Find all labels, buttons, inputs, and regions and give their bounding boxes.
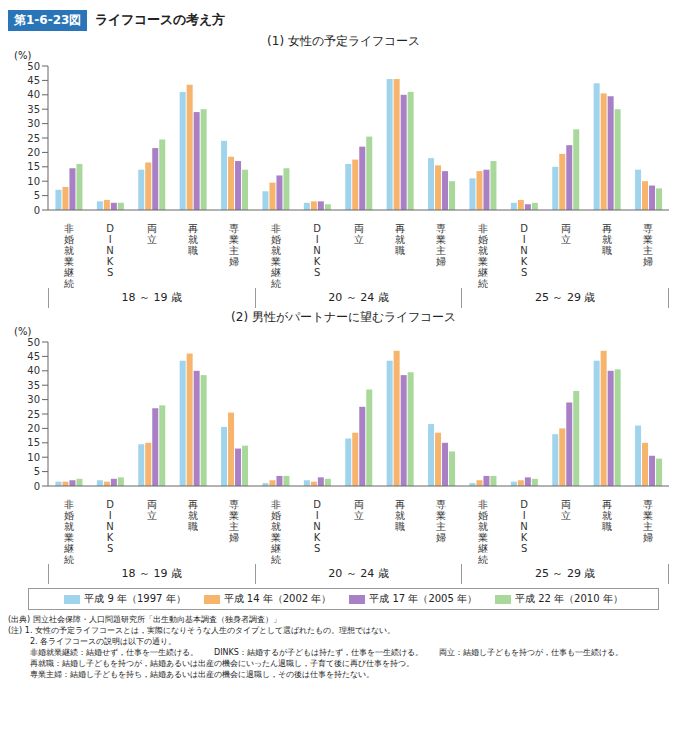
html-text:専業主婦：結婚し子どもを持ち，結婚あるいは出産の機会に退職し: 専業主婦：結婚し子どもを持ち，結婚あるいは出産の機会に退職し，その後は仕事を持た… (30, 670, 374, 679)
svg-text:50: 50 (27, 337, 40, 348)
svg-text:専業主婦: 専業主婦 (436, 223, 446, 267)
svg-text:35: 35 (27, 104, 40, 115)
html-text:平成 14 年（2002 年）: 平成 14 年（2002 年） (223, 593, 332, 604)
svg-text:専業主婦: 専業主婦 (229, 223, 239, 267)
svg-text:再就職: 再就職 (602, 499, 612, 532)
svg-text:45: 45 (27, 75, 40, 86)
html-text:20 ～ 24 歳: 20 ～ 24 歳 (328, 291, 389, 304)
svg-text:40: 40 (27, 365, 40, 376)
svg-text:両立: 両立 (147, 499, 157, 521)
html-text:非婚就業継続：結婚せず，仕事を一生続ける。 DINKS：結婚: 非婚就業継続：結婚せず，仕事を一生続ける。 DINKS：結婚するが子どもは持たず… (30, 648, 623, 657)
svg-text:非婚就業継続: 非婚就業継続 (477, 223, 488, 288)
svg-text:専業主婦: 専業主婦 (229, 499, 239, 543)
svg-text:非婚就業継続: 非婚就業継続 (270, 499, 281, 564)
svg-text:再就職: 再就職 (188, 499, 198, 532)
svg-text:0: 0 (34, 205, 40, 216)
svg-text:DINKS: DINKS (106, 223, 114, 278)
svg-text:10: 10 (27, 452, 40, 463)
html-text:25 ～ 29 歳: 25 ～ 29 歳 (534, 291, 596, 304)
svg-text:非婚就業継続: 非婚就業継続 (63, 223, 74, 288)
svg-text:非婚就業継続: 非婚就業継続 (270, 223, 281, 288)
svg-text:再就職: 再就職 (188, 223, 198, 256)
svg-text:両立: 両立 (354, 223, 364, 245)
html-text:18 ～ 19 歳: 18 ～ 19 歳 (121, 567, 183, 580)
svg-text:15: 15 (27, 161, 40, 172)
svg-text:40: 40 (27, 89, 40, 100)
svg-text:35: 35 (27, 380, 40, 391)
svg-text:再就職: 再就職 (395, 223, 405, 256)
svg-text:両立: 両立 (561, 223, 571, 245)
svg-text:0: 0 (34, 481, 40, 492)
html-text:(1) 女性の予定ライフコース: (1) 女性の予定ライフコース (267, 34, 420, 48)
svg-text:DINKS: DINKS (106, 499, 114, 554)
svg-text:20: 20 (27, 147, 40, 158)
svg-text:非婚就業継続: 非婚就業継続 (477, 499, 488, 564)
svg-text:専業主婦: 専業主婦 (436, 499, 446, 543)
svg-text:30: 30 (27, 394, 40, 405)
html-text:平成 17 年（2005 年）: 平成 17 年（2005 年） (369, 593, 477, 604)
html-text:(注) 1. 女性の予定ライフコースとは，実際になりそうな人: (注) 1. 女性の予定ライフコースとは，実際になりそうな人生のタイプとして選ば… (8, 626, 395, 635)
svg-text:DINKS: DINKS (520, 499, 528, 554)
html-text:第1-6-23図: 第1-6-23図 (14, 12, 82, 27)
html-text:25 ～ 29 歳: 25 ～ 29 歳 (534, 567, 596, 580)
svg-text:非婚就業継続: 非婚就業継続 (63, 499, 74, 564)
svg-text:DINKS: DINKS (313, 499, 321, 554)
svg-text:45: 45 (27, 351, 40, 362)
svg-text:20: 20 (27, 423, 40, 434)
html-text:平成 22 年（2010 年）: 平成 22 年（2010 年） (515, 593, 623, 604)
svg-text:両立: 両立 (354, 499, 364, 521)
html-text:20 ～ 24 歳: 20 ～ 24 歳 (328, 567, 389, 580)
html-text:ライフコースの考え方: ライフコースの考え方 (95, 12, 226, 27)
svg-text:5: 5 (34, 190, 40, 201)
svg-text:5: 5 (34, 466, 40, 477)
svg-text:DINKS: DINKS (520, 223, 528, 278)
html-text:(出典) 国立社会保障・人口問題研究所「出生動向基本調査（独: (出典) 国立社会保障・人口問題研究所「出生動向基本調査（独身者調査）」 (8, 615, 281, 624)
svg-text:30: 30 (27, 118, 40, 129)
html-text:2. 各ライフコースの説明は以下の通り。: 2. 各ライフコースの説明は以下の通り。 (30, 637, 177, 646)
html-text:再就職：結婚し子どもを持つが，結婚あるいは出産の機会にいった: 再就職：結婚し子どもを持つが，結婚あるいは出産の機会にいったん退職し，子育て後に… (30, 659, 414, 668)
svg-text:専業主婦: 専業主婦 (643, 223, 653, 267)
svg-text:専業主婦: 専業主婦 (643, 499, 653, 543)
html-text:平成 9 年（1997 年）: 平成 9 年（1997 年） (84, 593, 186, 604)
svg-text:25: 25 (27, 409, 40, 420)
svg-text:DINKS: DINKS (313, 223, 321, 278)
html-text:(2) 男性がパートナーに望むライフコース: (2) 男性がパートナーに望むライフコース (231, 310, 456, 324)
svg-text:10: 10 (27, 176, 40, 187)
html-text:18 ～ 19 歳: 18 ～ 19 歳 (121, 291, 183, 304)
svg-text:再就職: 再就職 (602, 223, 612, 256)
svg-text:両立: 両立 (147, 223, 157, 245)
svg-text:25: 25 (27, 133, 40, 144)
svg-text:50: 50 (27, 61, 40, 72)
svg-text:両立: 両立 (561, 499, 571, 521)
svg-text:再就職: 再就職 (395, 499, 405, 532)
svg-text:15: 15 (27, 437, 40, 448)
